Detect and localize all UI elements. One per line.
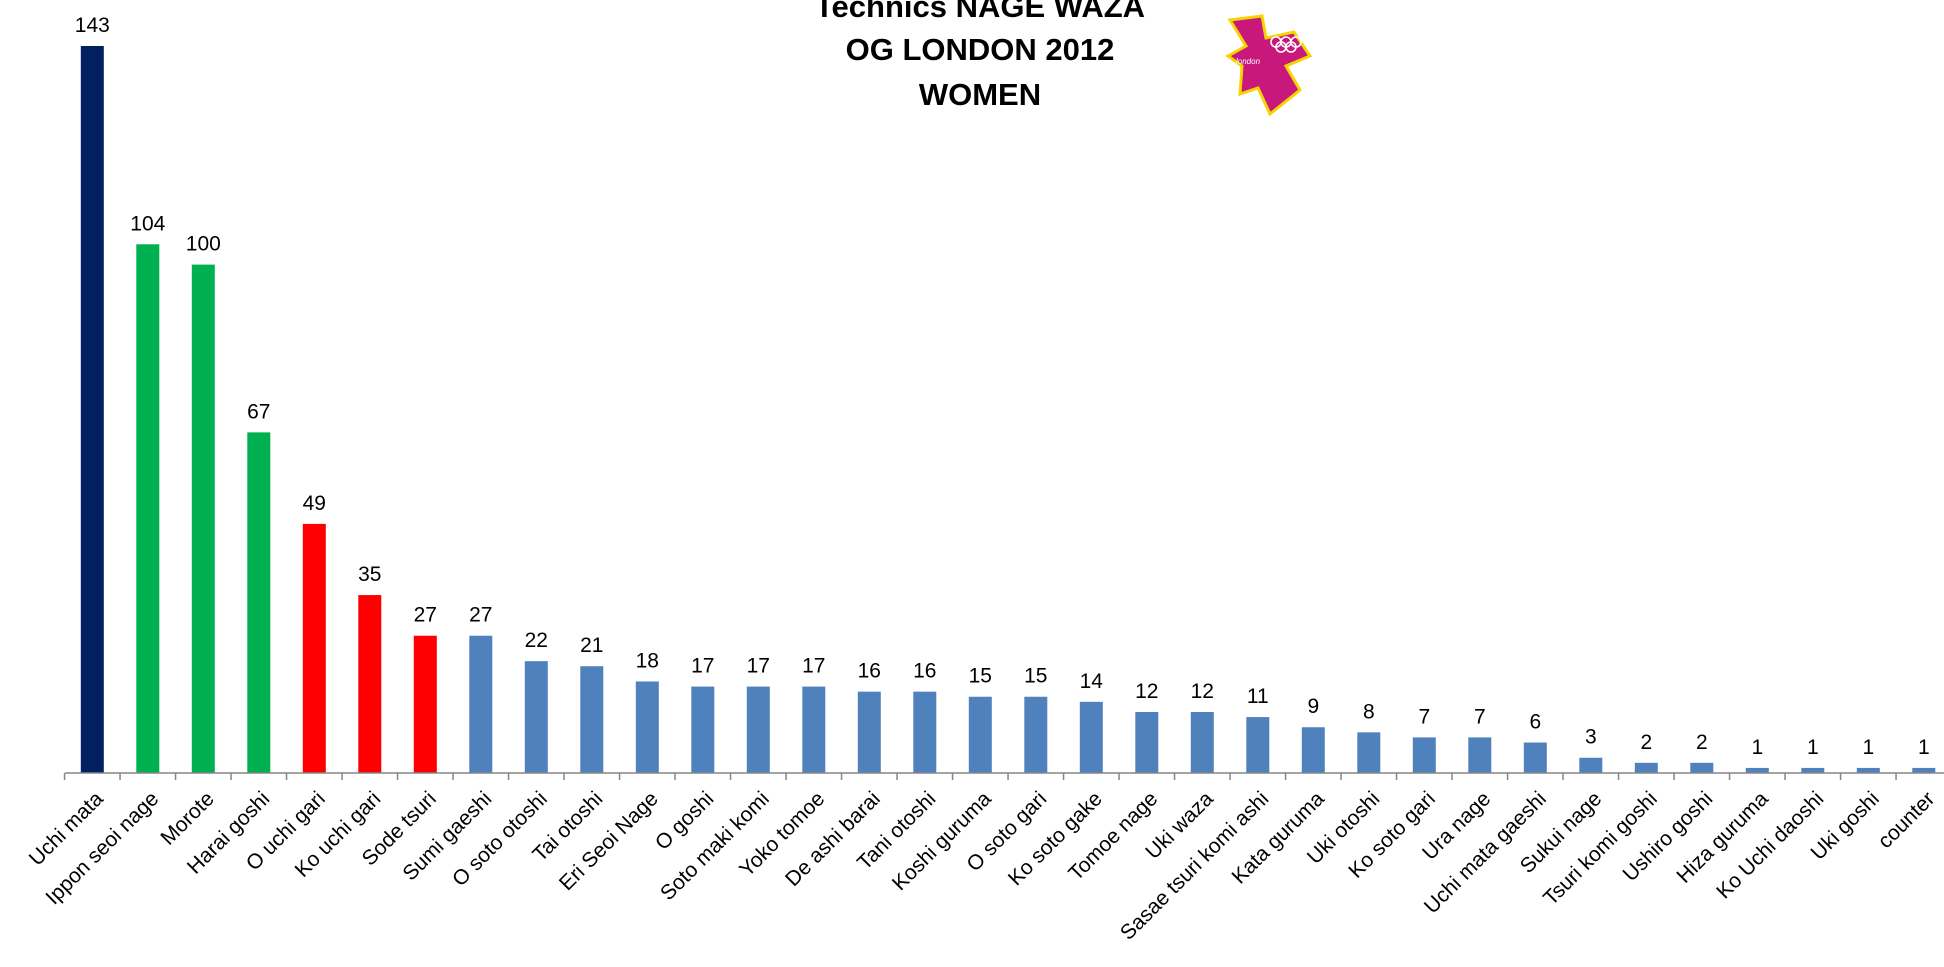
data-label: 17: [691, 655, 714, 678]
bar: [80, 46, 104, 773]
data-label: 22: [525, 629, 548, 652]
bar: [913, 691, 937, 773]
chart-title-line-2: OG LONDON 2012: [846, 32, 1115, 67]
logo-text: london: [1236, 57, 1261, 66]
data-label: 17: [802, 655, 825, 678]
bar: [635, 681, 659, 773]
data-label: 16: [913, 660, 936, 683]
data-label: 15: [1024, 665, 1047, 688]
data-label: 35: [358, 563, 381, 586]
bar: [968, 696, 992, 773]
data-label: 9: [1307, 695, 1319, 718]
london-2012-logo: london: [1225, 14, 1313, 117]
x-axis-ticks: [63, 773, 1897, 780]
data-label: 2: [1696, 731, 1708, 754]
bar: [413, 635, 437, 773]
bar: [1357, 732, 1381, 773]
data-label: 100: [186, 233, 221, 256]
data-label: 3: [1585, 726, 1597, 749]
bar: [302, 523, 326, 773]
data-label: 1: [1918, 736, 1930, 759]
data-label: 6: [1529, 710, 1541, 733]
bar: [746, 686, 770, 773]
bar: [857, 691, 881, 773]
bar: [358, 595, 382, 773]
data-label: 11: [1247, 685, 1269, 708]
bar: [1579, 757, 1603, 773]
category-label: counter: [1874, 787, 1940, 853]
bar: [1135, 711, 1159, 773]
bar: [1801, 767, 1825, 773]
data-label: 21: [580, 634, 603, 657]
bars: [80, 46, 1936, 774]
data-label: 18: [636, 649, 659, 672]
data-label: 1: [1862, 736, 1874, 759]
chart-title-line-1: Technics NAGE WAZA: [815, 0, 1145, 24]
bar: [1190, 711, 1214, 773]
bar: [469, 635, 493, 773]
data-label: 143: [75, 14, 110, 37]
data-label: 1: [1751, 736, 1763, 759]
data-label: 7: [1474, 705, 1486, 728]
category-label: Koshi guruma: [888, 787, 996, 895]
data-label: 8: [1363, 700, 1375, 723]
bar: [524, 661, 548, 773]
bar: [1523, 742, 1547, 773]
data-label: 1: [1807, 736, 1819, 759]
bar: [1856, 767, 1880, 773]
bar: [580, 666, 604, 773]
bar: [691, 686, 715, 773]
bar: [1246, 717, 1270, 773]
data-label: 27: [414, 604, 437, 627]
data-label: 15: [969, 665, 992, 688]
data-label: 49: [303, 492, 326, 515]
chart-title: Technics NAGE WAZA OG LONDON 2012 WOMEN: [815, 0, 1145, 112]
data-label: 27: [469, 604, 492, 627]
bar: [247, 432, 271, 773]
bar: [1745, 767, 1769, 773]
chart-title-line-3: WOMEN: [919, 77, 1041, 112]
bar: [1634, 762, 1658, 773]
bar: [1412, 737, 1436, 773]
data-label: 7: [1418, 705, 1430, 728]
bar: [1468, 737, 1492, 773]
data-label: 104: [130, 212, 165, 235]
data-label: 2: [1640, 731, 1652, 754]
bar: [1079, 701, 1103, 773]
data-label: 12: [1191, 680, 1214, 703]
bar: [1301, 727, 1325, 773]
data-label: 16: [858, 660, 881, 683]
bar: [191, 264, 215, 773]
data-label: 17: [747, 655, 770, 678]
category-label: Eri Seoi Nage: [555, 787, 663, 895]
bar: [802, 686, 826, 773]
bar: [1912, 767, 1936, 773]
bar: [1024, 696, 1048, 773]
data-label: 67: [247, 400, 270, 423]
bar: [1690, 762, 1714, 773]
data-label: 14: [1080, 670, 1104, 693]
data-label: 12: [1135, 680, 1158, 703]
bar: [136, 244, 160, 774]
